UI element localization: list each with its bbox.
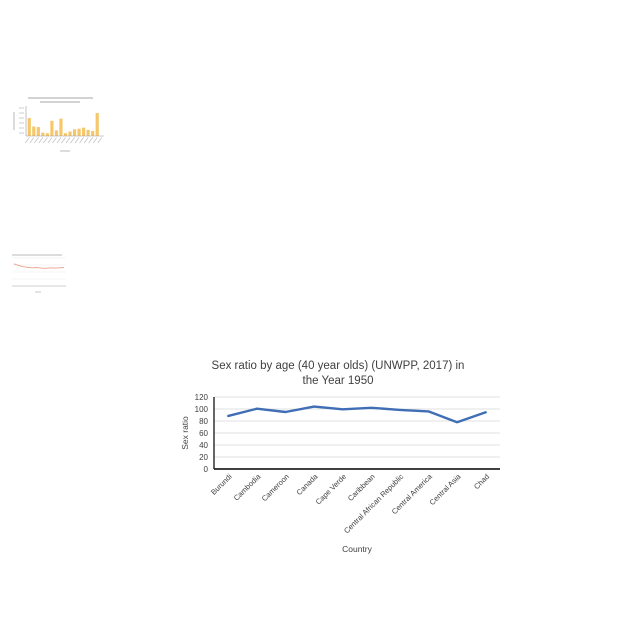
x-tick-label: Cape Verde [314,472,348,506]
line-thumb-series [13,263,65,269]
x-tick-label: Cameroon [260,472,291,503]
bar-thumb-bar [27,118,31,136]
gridlines [214,396,500,458]
bar-thumb-bar [77,128,81,136]
y-tick-label: 40 [199,441,208,450]
y-tick-labels: 0 20 40 60 80 100 120 [195,393,209,474]
bar-thumb-tick-placeholder [61,137,66,144]
bar-chart-thumbnail [13,97,104,152]
bar-thumb-tick-placeholder [47,137,53,144]
bar-thumb-tick-placeholder [24,137,30,144]
chart-title-line-2: the Year 1950 [303,375,374,387]
x-tick-label: Burundi [209,472,234,497]
x-tick-label: Central Asia [428,471,464,507]
y-tick-label: 100 [195,405,209,414]
bar-thumb-bar [63,133,68,136]
bar-thumb-tick-placeholder [88,137,93,144]
series-line-sex-ratio [227,405,487,424]
bar-thumb-tick-placeholder [97,137,103,144]
chart-title-line-1: Sex ratio by age (40 year olds) (UNWPP, … [212,360,465,372]
x-tick-label: Canada [295,471,321,497]
bar-thumb-bar [68,131,72,136]
line-chart-thumbnail [12,254,66,293]
y-tick-label: 120 [195,393,209,402]
bar-thumb-tick-placeholder [38,137,44,144]
bar-thumb-bar [95,113,99,136]
bar-thumb-tick-placeholder [56,137,62,144]
bar-thumb-bar [45,133,49,136]
y-tick-label: 0 [204,465,209,474]
bar-thumb-bar [36,127,40,136]
bar-thumb-marks [27,113,99,136]
bar-thumb-tick-placeholder [92,137,98,144]
bar-thumb-bar [41,132,45,136]
bar-thumb-tick-placeholder [70,137,75,144]
x-tick-label: Chad [472,472,491,491]
bar-thumb-bar [32,126,36,136]
bar-thumb-tick-placeholders [19,107,103,144]
bar-thumb-bar [54,130,59,136]
x-axis-label: Country [342,544,373,554]
line-thumb-grid [12,257,66,287]
bar-thumb-tick-placeholder [83,137,89,144]
bar-thumb-bar [50,120,54,136]
bar-thumb-tick-placeholder [29,137,35,144]
sex-ratio-line-chart: Sex ratio by age (40 year olds) (UNWPP, … [180,360,500,554]
bar-thumb-tick-placeholder [79,137,84,144]
y-tick-label: 60 [199,429,208,438]
y-tick-label: 80 [199,417,208,426]
y-tick-label: 20 [199,453,208,462]
bar-thumb-tick-placeholder [34,137,39,144]
bar-thumb-bar [91,130,95,136]
bar-thumb-tick-placeholder [65,137,71,144]
x-tick-label: Cambodia [232,471,263,502]
bar-thumb-bar [82,127,86,136]
bar-thumb-tick-placeholder [43,137,48,144]
bar-thumb-bar [72,129,77,136]
bar-thumb-title-placeholder [28,97,93,103]
bar-thumb-tick-placeholder [74,137,80,144]
bar-thumb-bar [59,118,63,136]
bar-thumb-tick-placeholder [52,137,57,144]
bar-thumb-bar [86,129,90,136]
y-axis-label: Sex ratio [180,416,190,450]
